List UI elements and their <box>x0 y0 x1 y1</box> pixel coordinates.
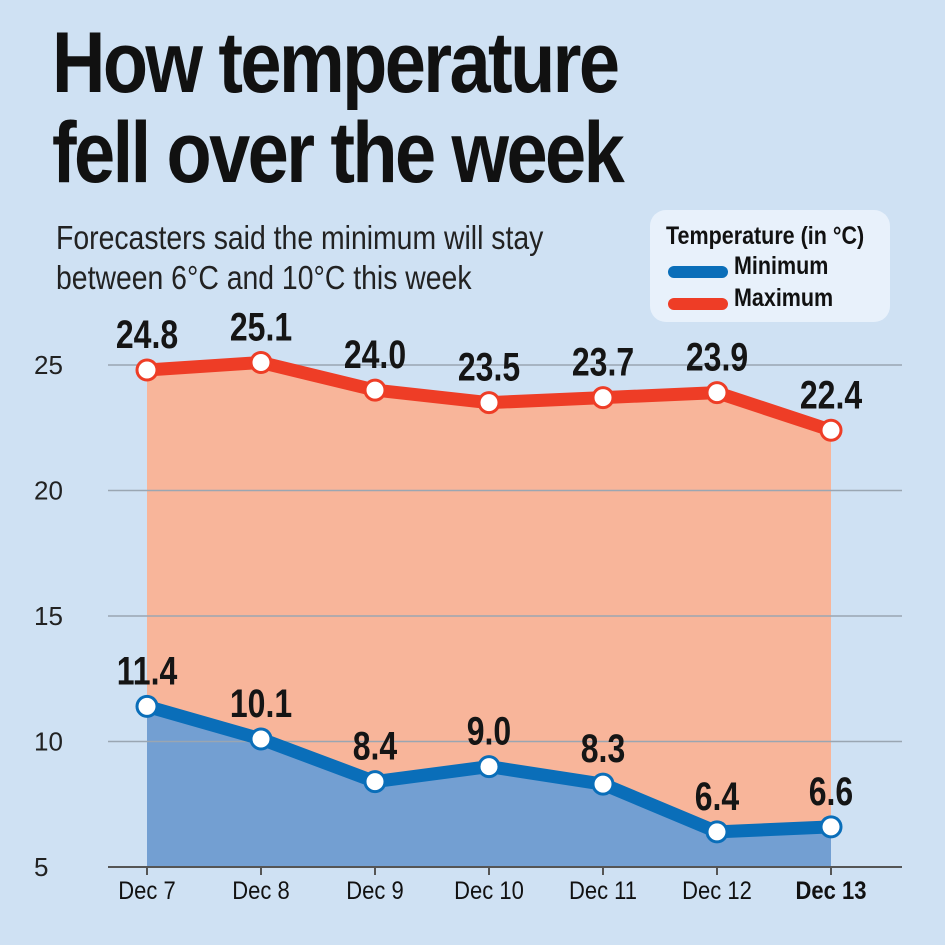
x-tick-label-dec-13: Dec 13 <box>796 877 867 905</box>
maximum-point-5 <box>705 381 729 405</box>
y-tick-label-5: 5 <box>34 852 48 882</box>
maximum-point-0 <box>135 358 159 382</box>
y-tick-label-25: 25 <box>34 350 63 380</box>
chart-title: How temperature fell over the week <box>52 18 912 198</box>
maximum-point-1 <box>249 350 273 374</box>
maximum-point-6 <box>819 418 843 442</box>
minimum-data-label-3: 9.0 <box>467 708 511 753</box>
minimum-point-4 <box>591 772 615 796</box>
legend-label-minimum: Minimum <box>734 252 829 280</box>
maximum-data-label-5: 23.9 <box>686 334 748 379</box>
maximum-data-label-6: 22.4 <box>800 372 862 417</box>
maximum-data-label-1: 25.1 <box>230 304 292 349</box>
minimum-data-label-6: 6.6 <box>809 768 853 813</box>
maximum-data-label-2: 24.0 <box>344 332 406 377</box>
minimum-data-label-0: 11.4 <box>117 648 178 693</box>
maximum-point-2 <box>363 378 387 402</box>
minimum-data-label-2: 8.4 <box>353 723 397 768</box>
legend-swatch-minimum <box>668 266 728 278</box>
x-tick-label-dec-12: Dec 12 <box>682 877 752 905</box>
x-tick-label-dec-9: Dec 9 <box>346 877 403 905</box>
maximum-data-label-4: 23.7 <box>572 339 634 384</box>
maximum-data-label-3: 23.5 <box>458 344 520 389</box>
minimum-point-3 <box>477 755 501 779</box>
minimum-data-label-1: 10.1 <box>230 681 292 726</box>
y-tick-label-10: 10 <box>34 727 63 757</box>
minimum-data-label-4: 8.3 <box>581 726 625 771</box>
legend-swatch-maximum <box>668 298 728 310</box>
minimum-point-2 <box>363 770 387 794</box>
legend-title: Temperature (in °C) <box>666 222 865 250</box>
title-line-1: How temperature <box>52 15 620 111</box>
y-tick-label-15: 15 <box>34 601 63 631</box>
minimum-point-1 <box>249 727 273 751</box>
title-line-2: fell over the week <box>52 105 625 201</box>
x-tick-label-dec-8: Dec 8 <box>232 877 289 905</box>
minimum-point-5 <box>705 820 729 844</box>
minimum-point-0 <box>135 694 159 718</box>
minimum-data-label-5: 6.4 <box>695 773 739 818</box>
maximum-point-3 <box>477 391 501 415</box>
subtitle-line-2: between 6°C and 10°C this week <box>56 259 472 296</box>
legend: Temperature (in °C) Minimum Maximum <box>650 210 890 322</box>
legend-label-maximum: Maximum <box>734 284 834 312</box>
x-tick-label-dec-11: Dec 11 <box>569 877 637 905</box>
chart-subtitle: Forecasters said the minimum will stay b… <box>56 218 658 298</box>
y-tick-label-20: 20 <box>34 476 63 506</box>
x-tick-label-dec-7: Dec 7 <box>118 877 175 905</box>
minimum-area <box>147 706 831 867</box>
x-tick-label-dec-10: Dec 10 <box>454 877 524 905</box>
maximum-point-4 <box>591 386 615 410</box>
subtitle-line-1: Forecasters said the minimum will stay <box>56 219 544 256</box>
minimum-point-6 <box>819 815 843 839</box>
maximum-data-label-0: 24.8 <box>116 312 178 357</box>
